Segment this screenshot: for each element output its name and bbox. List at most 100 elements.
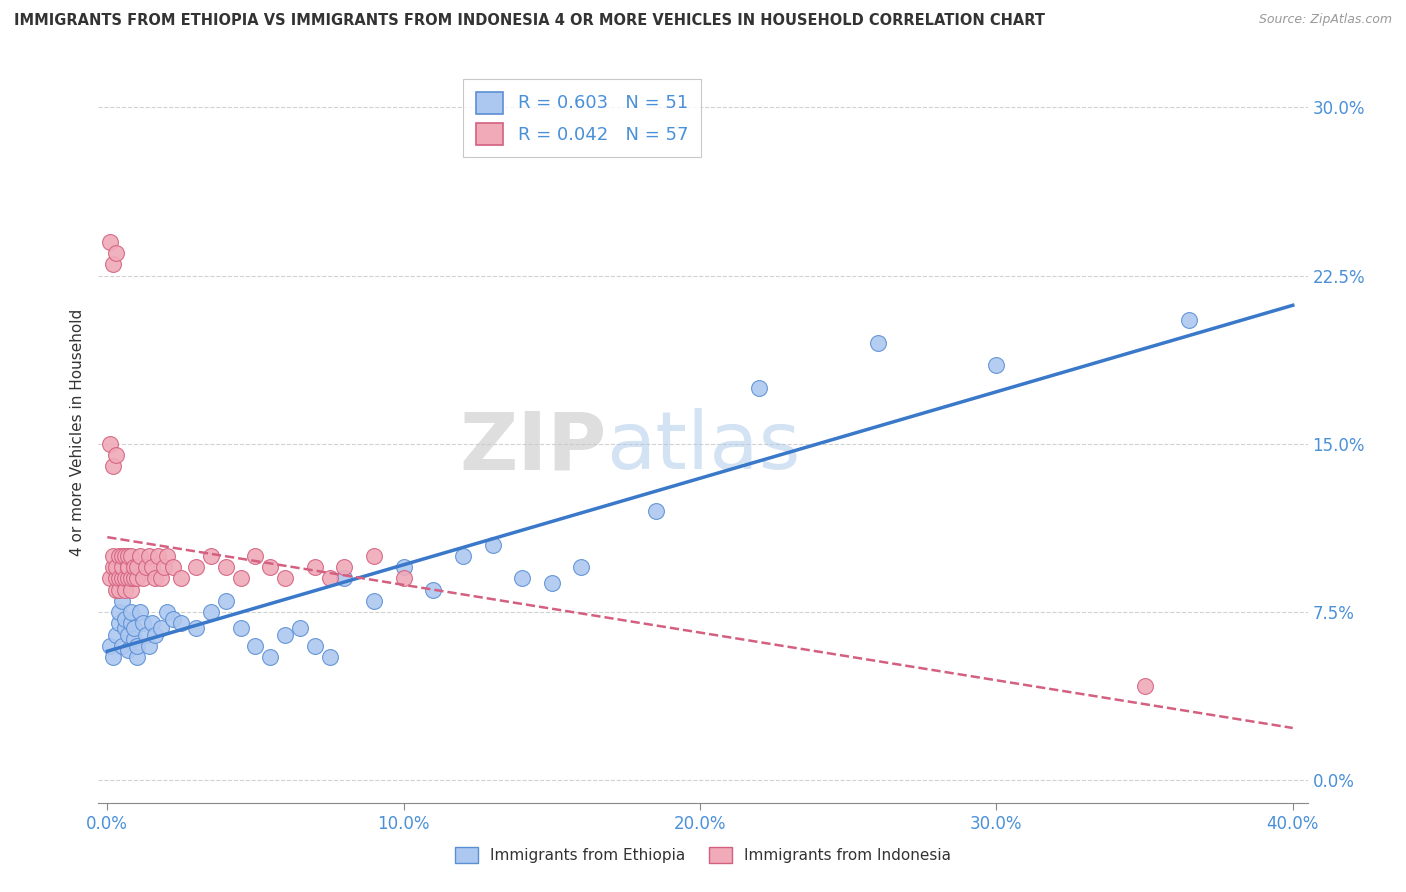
Point — [138, 639, 160, 653]
Point — [392, 560, 415, 574]
Point — [129, 605, 152, 619]
Text: ZIP: ZIP — [458, 409, 606, 486]
Point — [108, 605, 131, 619]
Point — [451, 549, 474, 563]
Point — [986, 359, 1008, 373]
Point — [117, 549, 139, 563]
Point — [103, 650, 125, 665]
Point — [229, 621, 252, 635]
Text: IMMIGRANTS FROM ETHIOPIA VS IMMIGRANTS FROM INDONESIA 4 OR MORE VEHICLES IN HOUS: IMMIGRANTS FROM ETHIOPIA VS IMMIGRANTS F… — [14, 13, 1045, 29]
Point — [117, 643, 139, 657]
Point — [125, 639, 148, 653]
Point — [318, 571, 340, 585]
Point — [120, 605, 142, 619]
Point — [274, 571, 297, 585]
Point — [117, 560, 139, 574]
Point — [304, 639, 326, 653]
Point — [114, 621, 136, 635]
Point — [304, 560, 326, 574]
Point — [146, 549, 169, 563]
Point — [120, 571, 142, 585]
Point — [98, 437, 121, 451]
Point — [103, 560, 125, 574]
Point — [200, 605, 222, 619]
Point — [125, 571, 148, 585]
Point — [135, 627, 157, 641]
Point — [120, 616, 142, 631]
Point — [117, 560, 139, 574]
Point — [162, 560, 184, 574]
Point — [105, 582, 128, 597]
Point — [108, 571, 131, 585]
Point — [122, 621, 145, 635]
Point — [215, 594, 238, 608]
Point — [114, 612, 136, 626]
Point — [111, 549, 134, 563]
Text: Source: ZipAtlas.com: Source: ZipAtlas.com — [1258, 13, 1392, 27]
Point — [125, 560, 148, 574]
Point — [540, 576, 562, 591]
Point — [274, 627, 297, 641]
Point — [143, 571, 166, 585]
Point — [105, 246, 128, 260]
Point — [122, 560, 145, 574]
Point — [1178, 313, 1201, 327]
Point — [105, 627, 128, 641]
Point — [98, 571, 121, 585]
Point — [392, 571, 415, 585]
Point — [120, 582, 142, 597]
Point — [111, 594, 134, 608]
Point — [748, 381, 770, 395]
Point — [170, 616, 193, 631]
Point — [103, 549, 125, 563]
Point — [117, 571, 139, 585]
Text: atlas: atlas — [606, 409, 800, 486]
Point — [866, 335, 889, 350]
Point — [105, 571, 128, 585]
Point — [149, 571, 172, 585]
Point — [108, 582, 131, 597]
Point — [422, 582, 444, 597]
Y-axis label: 4 or more Vehicles in Household: 4 or more Vehicles in Household — [69, 309, 84, 557]
Point — [129, 549, 152, 563]
Point — [152, 560, 174, 574]
Point — [186, 560, 208, 574]
Point — [138, 549, 160, 563]
Point — [333, 571, 356, 585]
Point — [363, 549, 385, 563]
Point — [363, 594, 385, 608]
Point — [141, 560, 163, 574]
Point — [135, 560, 157, 574]
Point — [333, 560, 356, 574]
Point — [141, 616, 163, 631]
Point — [571, 560, 593, 574]
Point — [318, 650, 340, 665]
Point — [111, 639, 134, 653]
Point — [114, 571, 136, 585]
Point — [155, 549, 177, 563]
Point — [108, 616, 131, 631]
Point — [155, 605, 177, 619]
Point — [143, 627, 166, 641]
Point — [122, 571, 145, 585]
Point — [111, 560, 134, 574]
Point — [125, 650, 148, 665]
Point — [111, 571, 134, 585]
Legend: Immigrants from Ethiopia, Immigrants from Indonesia: Immigrants from Ethiopia, Immigrants fro… — [449, 841, 957, 869]
Point — [103, 459, 125, 474]
Point — [186, 621, 208, 635]
Point — [1133, 679, 1156, 693]
Point — [245, 639, 267, 653]
Point — [132, 571, 155, 585]
Point — [245, 549, 267, 563]
Point — [259, 560, 281, 574]
Point — [103, 257, 125, 271]
Point — [105, 448, 128, 462]
Point — [162, 612, 184, 626]
Point — [98, 235, 121, 249]
Point — [481, 538, 503, 552]
Point — [132, 616, 155, 631]
Point — [120, 549, 142, 563]
Point — [229, 571, 252, 585]
Point — [122, 632, 145, 646]
